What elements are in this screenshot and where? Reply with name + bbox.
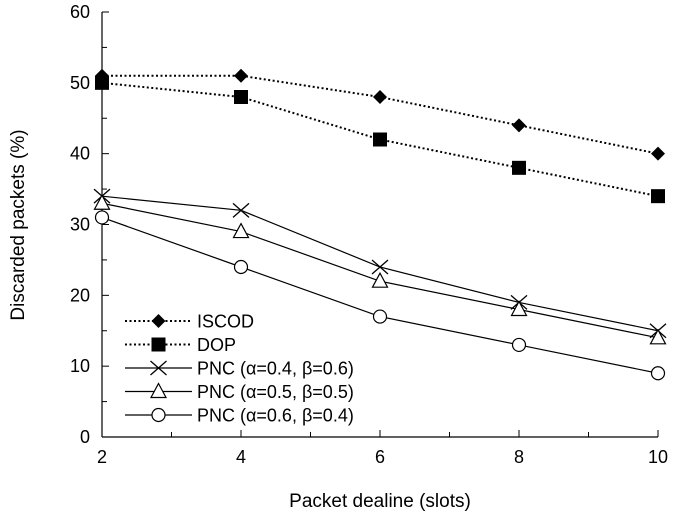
series-5 <box>94 210 666 381</box>
legend-label: PNC (α=0.6, β=0.4) <box>197 406 354 426</box>
data-point <box>650 366 666 381</box>
legend-marker <box>150 360 167 376</box>
series-layer <box>93 68 667 381</box>
x-axis-label: Packet dealine (slots) <box>289 491 471 512</box>
legend-marker <box>151 314 166 328</box>
data-point <box>510 300 528 317</box>
x-tick-label: 2 <box>97 447 107 467</box>
y-tick-label: 40 <box>70 144 90 164</box>
legend-label: DOP <box>197 335 236 355</box>
data-point <box>512 160 526 175</box>
data-point <box>649 328 667 345</box>
y-tick-label: 20 <box>70 285 90 305</box>
legend-label: PNC (α=0.4, β=0.6) <box>197 359 354 379</box>
legend-marker <box>151 337 166 352</box>
data-point <box>373 132 387 147</box>
y-tick-label: 60 <box>70 2 90 22</box>
legend-label: ISCOD <box>197 312 254 332</box>
data-point <box>93 193 111 210</box>
y-tick-label: 0 <box>80 427 90 447</box>
legend-item: PNC (α=0.6, β=0.4) <box>125 406 354 426</box>
data-point <box>372 309 388 324</box>
data-point <box>373 90 387 104</box>
legend-item: DOP <box>125 335 236 355</box>
data-point <box>95 75 109 90</box>
data-point <box>371 259 389 275</box>
y-tick-label: 10 <box>70 356 90 376</box>
x-tick-label: 10 <box>648 447 668 467</box>
data-point <box>512 118 526 133</box>
data-point <box>94 210 110 225</box>
legend-item: PNC (α=0.5, β=0.5) <box>125 382 354 402</box>
series-4 <box>93 193 667 345</box>
series-1 <box>95 68 665 161</box>
data-point <box>233 259 249 275</box>
y-tick-label: 50 <box>70 73 90 93</box>
legend: ISCOD DOP PNC (α=0.4, β=0.6) PNC (α=0.5, β=… <box>125 312 354 426</box>
data-point <box>511 337 527 353</box>
x-tick-label: 4 <box>236 447 246 467</box>
data-point <box>371 271 389 288</box>
series-line <box>101 216 659 374</box>
y-tick-label: 30 <box>70 215 90 235</box>
x-tick-label: 8 <box>514 447 524 467</box>
legend-marker <box>151 407 166 423</box>
data-point <box>651 146 665 161</box>
x-tick-label: 6 <box>375 447 385 467</box>
data-point <box>234 68 248 83</box>
series-2 <box>95 75 665 204</box>
data-point <box>232 202 250 218</box>
legend-label: PNC (α=0.5, β=0.5) <box>197 382 354 402</box>
data-point <box>234 90 248 104</box>
legend-item: ISCOD <box>125 312 254 332</box>
legend-marker <box>149 382 168 399</box>
y-axis-label: Discarded packets (%) <box>8 129 29 320</box>
data-point <box>232 222 250 239</box>
legend-item: PNC (α=0.4, β=0.6) <box>125 359 354 379</box>
data-point <box>651 189 665 204</box>
